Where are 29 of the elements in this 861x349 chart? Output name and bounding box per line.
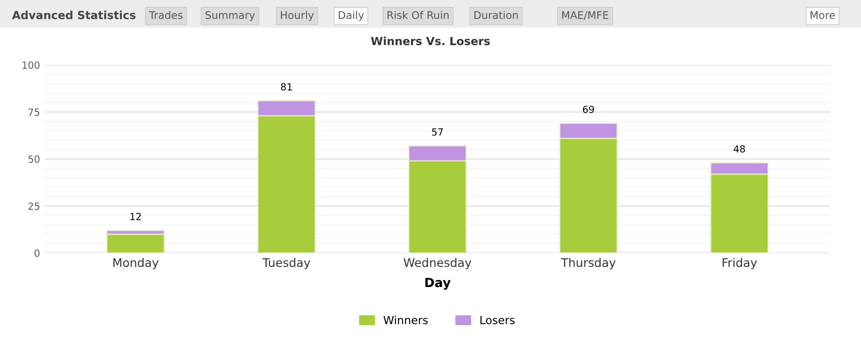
x-tick-label: Wednesday <box>404 258 472 270</box>
x-tick-label: Friday <box>722 258 757 270</box>
x-tick-label: Thursday <box>560 258 616 270</box>
x-axis-title: Day <box>425 278 451 290</box>
text: Summary <box>206 11 255 22</box>
text: Advanced Statistics <box>12 10 136 20</box>
text: More <box>810 11 835 20</box>
text: Hourly <box>280 10 314 22</box>
text: Risk Of Ruin <box>388 10 449 20</box>
y-tick-label: 100 <box>22 61 40 69</box>
legend-label: Winners <box>384 316 428 324</box>
y-tick-label: 75 <box>28 108 40 116</box>
x-tick-label: Tuesday <box>262 258 310 270</box>
legend-label: Losers <box>480 316 515 324</box>
text: Daily <box>338 10 364 22</box>
text: Trades <box>149 10 182 20</box>
y-tick-label: 0 <box>34 249 40 257</box>
x-tick-label: Monday <box>113 258 159 270</box>
total-label: 69 <box>582 106 594 114</box>
total-label: 12 <box>130 212 141 220</box>
total-label: 81 <box>281 83 292 91</box>
bar <box>106 234 165 253</box>
text: MAE/MFE <box>562 11 608 20</box>
total-label: 57 <box>432 128 443 136</box>
y-tick-label: 25 <box>28 202 40 210</box>
chart-title: Winners Vs. Losers <box>371 36 490 46</box>
y-tick-label: 50 <box>28 155 40 163</box>
total-label: 48 <box>734 145 745 153</box>
text: Duration <box>474 10 518 20</box>
